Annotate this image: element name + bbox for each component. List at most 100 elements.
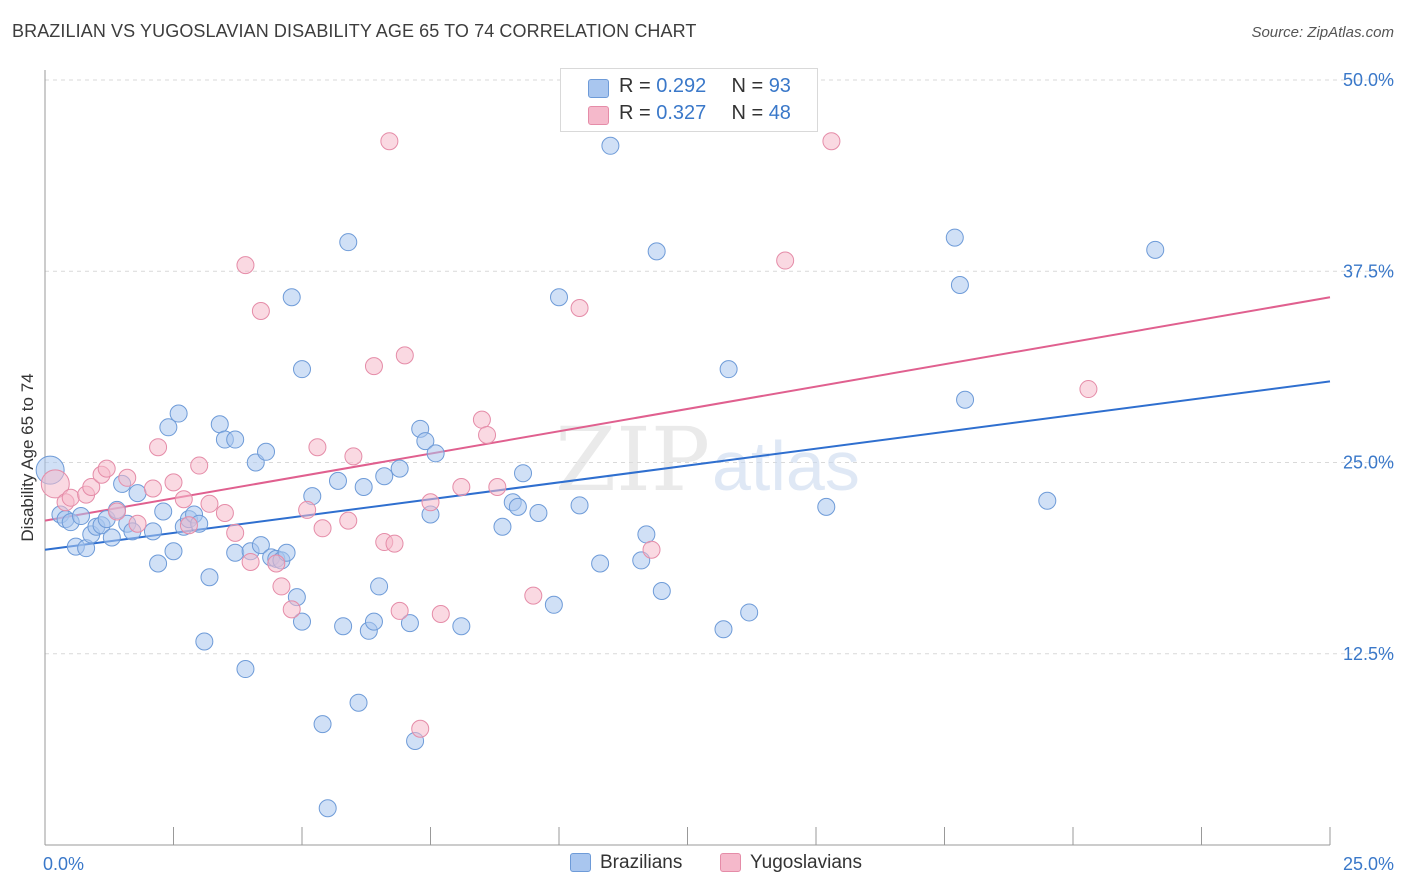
yugoslavian-point [1079,380,1098,399]
stats-legend: R = 0.292 N = 93 R = 0.327 N = 48 [560,68,818,132]
brazilian-point [257,442,276,461]
brazilian-point [416,432,435,451]
watermark-zip: ZIP [555,408,710,511]
brazilian-point [514,464,533,483]
yugoslavian-point [97,459,116,478]
brazilian-point [1038,491,1057,510]
yugoslavian-point [190,456,209,475]
brazilian-point [200,568,219,587]
brazilian-point [950,276,969,295]
yugoslavian-point [200,494,219,513]
r-value: 0.292 [656,75,707,97]
brazilian-point [493,517,512,536]
brazilian-point [370,577,389,596]
legend-label-brazilians: Brazilians [600,852,683,873]
brazilian-point [714,620,733,639]
yugoslavian-point [431,604,450,623]
brazilian-point [313,715,332,734]
yugoslavian-point [524,586,543,605]
n-label: N = [731,102,769,124]
yugoslavian-point [364,357,383,376]
brazilian-point [364,612,383,631]
brazilian-point [375,467,394,486]
yugoslavian-point [313,519,332,538]
yugoslavian-point [215,503,234,522]
yugoslavian-point [308,438,327,457]
yugoslavians-trend-line [44,296,1331,522]
brazilian-point [652,582,671,601]
yugoslavian-point [236,256,255,275]
yugoslavian-point [339,511,358,530]
brazilian-point [71,507,90,526]
data-points [35,132,1165,818]
yugoslavian-point [411,719,430,738]
n-value: 48 [768,102,791,124]
yugoslavian-point [776,251,795,270]
r-value: 0.327 [656,102,707,124]
brazilian-point [647,242,666,261]
yugoslavian-point [380,132,399,151]
brazilian-point [550,288,568,307]
yugoslavian-point [128,514,147,533]
yugoslavian-point [385,534,404,553]
yugoslavian-point [570,298,589,317]
brazilian-point [817,497,836,516]
yugoslavian-point [421,493,440,512]
x-tick-label: 25.0% [1343,854,1394,874]
brazilian-point [601,136,620,155]
watermark: ZIP atlas [555,408,860,511]
brazilian-point [945,228,964,247]
brazilian-point [400,614,419,633]
yugoslavian-point [174,490,193,509]
brazilian-point [719,360,738,379]
yugoslavian-point [298,500,317,519]
y-tick-label: 12.5% [1343,644,1394,664]
brazilian-point [426,444,445,463]
brazilian-point [354,477,373,496]
brazilian-point [349,693,368,712]
chart-title: BRAZILIAN VS YUGOSLAVIAN DISABILITY AGE … [12,21,697,41]
n-value: 93 [768,75,791,97]
brazilian-point [226,430,245,449]
yugoslavian-point [149,438,168,457]
yugoslavian-point [267,554,286,573]
y-tick-label: 25.0% [1343,453,1394,473]
yugoslavian-point [40,469,70,499]
yugoslavian-point [82,477,101,496]
brazilian-point [226,543,245,562]
yugoslavian-point [107,502,126,521]
brazilian-point [128,484,147,503]
brazilian-point [251,536,270,555]
source-label: Source: ZipAtlas.com [1251,24,1394,41]
yugoslavian-point [251,302,270,321]
yugoslavian-point [822,132,841,151]
legend-label-yugoslavians: Yugoslavians [750,852,862,873]
yugoslavian-point [226,523,245,542]
trend-lines [44,296,1331,551]
brazilian-point [637,525,656,544]
brazilian-point [740,603,759,622]
yugoslavian-point [478,425,497,444]
yugoslavian-point [272,577,291,596]
brazilian-point [102,528,121,547]
brazilian-point [293,612,311,631]
yugoslavian-point [164,473,183,492]
brazilians-swatch [588,79,609,98]
brazilian-point [293,360,311,379]
yugoslavian-point [61,488,80,507]
brazilian-point [570,496,589,515]
watermark-atlas: atlas [712,427,860,505]
yugoslavian-point [344,447,363,466]
brazilians-trend-line [44,380,1331,551]
brazilian-point [544,595,563,614]
yugoslavian-point [241,552,260,571]
brazilian-point [1146,240,1165,259]
brazilian-point [390,459,409,478]
brazilian-point [164,542,183,561]
brazilian-point [956,390,975,409]
yugoslavians-swatch [720,853,741,872]
brazilian-point [591,554,610,573]
r-label: R = [619,75,657,97]
brazilian-point [195,632,214,651]
brazilians-swatch [570,853,591,872]
